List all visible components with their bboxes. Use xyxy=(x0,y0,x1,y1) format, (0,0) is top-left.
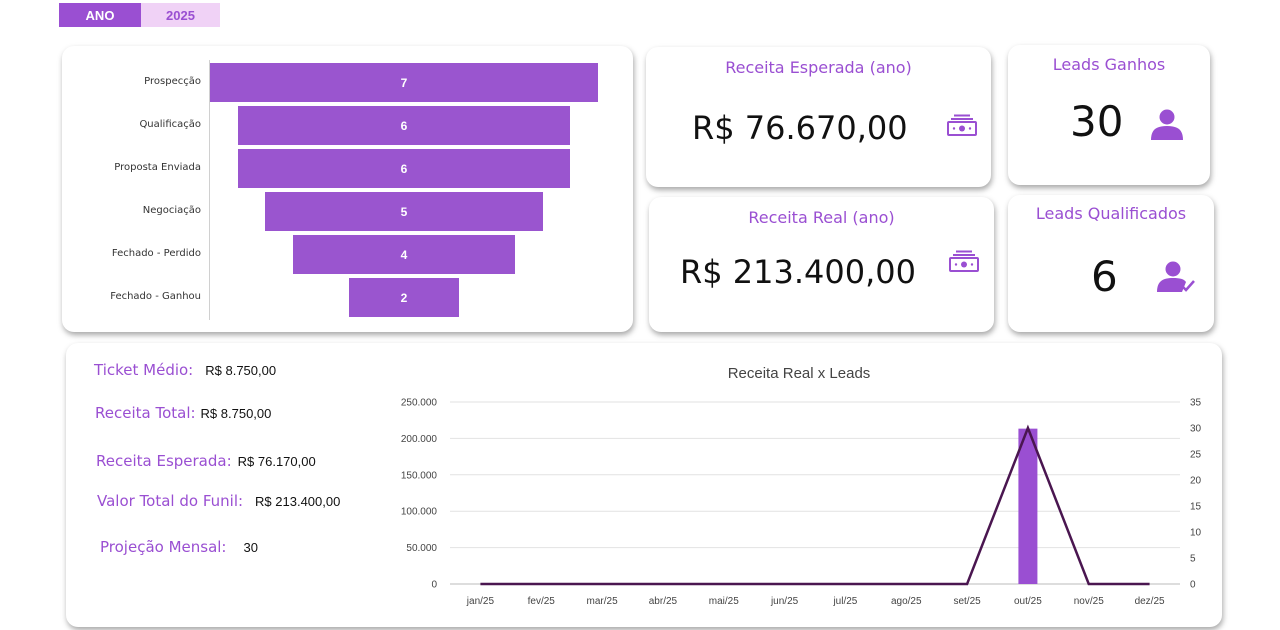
x-tick-label: jul/25 xyxy=(832,596,857,607)
kpi-leads-ganhos: Leads Ganhos 30 xyxy=(1008,45,1210,185)
year-filter[interactable]: ANO 2025 xyxy=(59,3,220,27)
user-icon xyxy=(1151,109,1183,140)
y-left-tick-label: 250.000 xyxy=(401,398,438,409)
funnel-bar[interactable]: 7 xyxy=(210,63,598,102)
funnel-stage-label: Prospecção xyxy=(144,76,201,87)
funnel-bar[interactable]: 4 xyxy=(293,235,515,274)
kpi-title: Leads Ganhos xyxy=(1052,55,1166,74)
x-tick-label: nov/25 xyxy=(1074,596,1104,607)
year-filter-value[interactable]: 2025 xyxy=(141,3,220,27)
funnel-stage-label: Fechado - Ganhou xyxy=(110,291,201,302)
funnel-bar[interactable]: 6 xyxy=(237,106,571,145)
stat-label: Projeção Mensal: xyxy=(100,538,227,556)
funnel-bar[interactable]: 6 xyxy=(237,149,571,188)
stat-receita-esperada: Receita Esperada: R$ 76.170,00 xyxy=(96,452,316,470)
y-left-tick-label: 50.000 xyxy=(406,543,437,554)
leads-line xyxy=(480,424,1150,586)
stat-value: R$ 8.750,00 xyxy=(205,363,277,378)
x-tick-label: jun/25 xyxy=(770,596,799,607)
chart-title: Receita Real x Leads xyxy=(727,365,871,382)
kpi-title: Receita Esperada (ano) xyxy=(725,58,912,77)
stat-receita-total: Receita Total: R$ 8.750,00 xyxy=(95,404,271,422)
x-tick-label: ago/25 xyxy=(891,596,922,607)
stat-value: R$ 76.170,00 xyxy=(237,454,316,469)
stat-label: Valor Total do Funil: xyxy=(97,492,244,510)
y-right-tick-label: 35 xyxy=(1190,398,1202,409)
x-tick-label: abr/25 xyxy=(649,596,678,607)
funnel-stage-label: Qualificação xyxy=(139,119,201,130)
kpi-value: R$ 76.670,00 xyxy=(692,109,908,147)
y-right-tick-label: 30 xyxy=(1190,424,1202,435)
kpi-receita-esperada: Receita Esperada (ano) R$ 76.670,00 xyxy=(646,47,991,187)
y-left-tick-label: 200.000 xyxy=(401,434,438,445)
x-tick-label: mar/25 xyxy=(587,596,619,607)
x-tick-label: out/25 xyxy=(1014,596,1042,607)
x-tick-label: fev/25 xyxy=(528,596,556,607)
x-tick-label: jan/25 xyxy=(466,596,495,607)
x-tick-label: set/25 xyxy=(953,596,981,607)
kpi-receita-real: Receita Real (ano) R$ 213.400,00 xyxy=(649,197,994,332)
funnel-stage-label: Fechado - Perdido xyxy=(111,248,201,259)
revenue-leads-chart: 0 50.000 100.000 150.000 200.000 250.000 0 5 10 1… xyxy=(401,398,1202,608)
funnel-stage-label: Proposta Enviada xyxy=(114,162,201,173)
stat-label: Receita Esperada: xyxy=(96,452,232,470)
y-right-tick-label: 10 xyxy=(1190,528,1202,539)
stat-label: Receita Total: xyxy=(95,404,196,422)
money-icon xyxy=(947,114,977,136)
stat-valor-total-funil: Valor Total do Funil: R$ 213.400,00 xyxy=(97,492,340,510)
revenue-bar xyxy=(1018,428,1038,584)
stat-value: R$ 213.400,00 xyxy=(255,494,341,509)
funnel-bar[interactable]: 2 xyxy=(348,278,460,317)
kpi-value: R$ 213.400,00 xyxy=(680,253,916,291)
funnel-axis xyxy=(209,60,210,320)
x-tick-label: mai/25 xyxy=(709,596,739,607)
y-left-tick-label: 150.000 xyxy=(401,470,438,481)
y-left-tick-label: 0 xyxy=(431,580,437,591)
stat-projecao-mensal: Projeção Mensal: 30 xyxy=(100,538,258,556)
money-icon xyxy=(949,250,979,272)
summary-chart-card: Ticket Médio: R$ 8.750,00 Receita Total:… xyxy=(66,343,1222,627)
kpi-value: 30 xyxy=(1070,97,1124,146)
stat-value: R$ 8.750,00 xyxy=(200,406,272,421)
y-right-tick-label: 0 xyxy=(1190,580,1196,591)
y-right-tick-label: 25 xyxy=(1190,450,1202,461)
x-tick-label: dez/25 xyxy=(1135,596,1165,607)
y-left-tick-label: 100.000 xyxy=(401,507,438,518)
y-right-tick-label: 15 xyxy=(1190,502,1202,513)
kpi-value: 6 xyxy=(1091,252,1118,301)
y-right-tick-label: 20 xyxy=(1190,476,1202,487)
funnel-bar[interactable]: 5 xyxy=(265,192,543,231)
stat-value: 30 xyxy=(243,540,258,555)
stat-ticket-medio: Ticket Médio: R$ 8.750,00 xyxy=(94,361,276,379)
kpi-title: Leads Qualificados xyxy=(1035,204,1187,223)
pipeline-funnel-card: Prospecção 7 Qualificação 6 Proposta Enviada… xyxy=(62,46,633,332)
y-right-tick-label: 5 xyxy=(1190,554,1196,565)
user-check-icon xyxy=(1157,261,1195,292)
funnel-stage-label: Negociação xyxy=(142,205,201,216)
stat-label: Ticket Médio: xyxy=(94,361,194,379)
kpi-leads-qualificados: Leads Qualificados 6 xyxy=(1008,195,1214,332)
kpi-title: Receita Real (ano) xyxy=(748,208,895,227)
year-filter-label: ANO xyxy=(59,3,141,27)
